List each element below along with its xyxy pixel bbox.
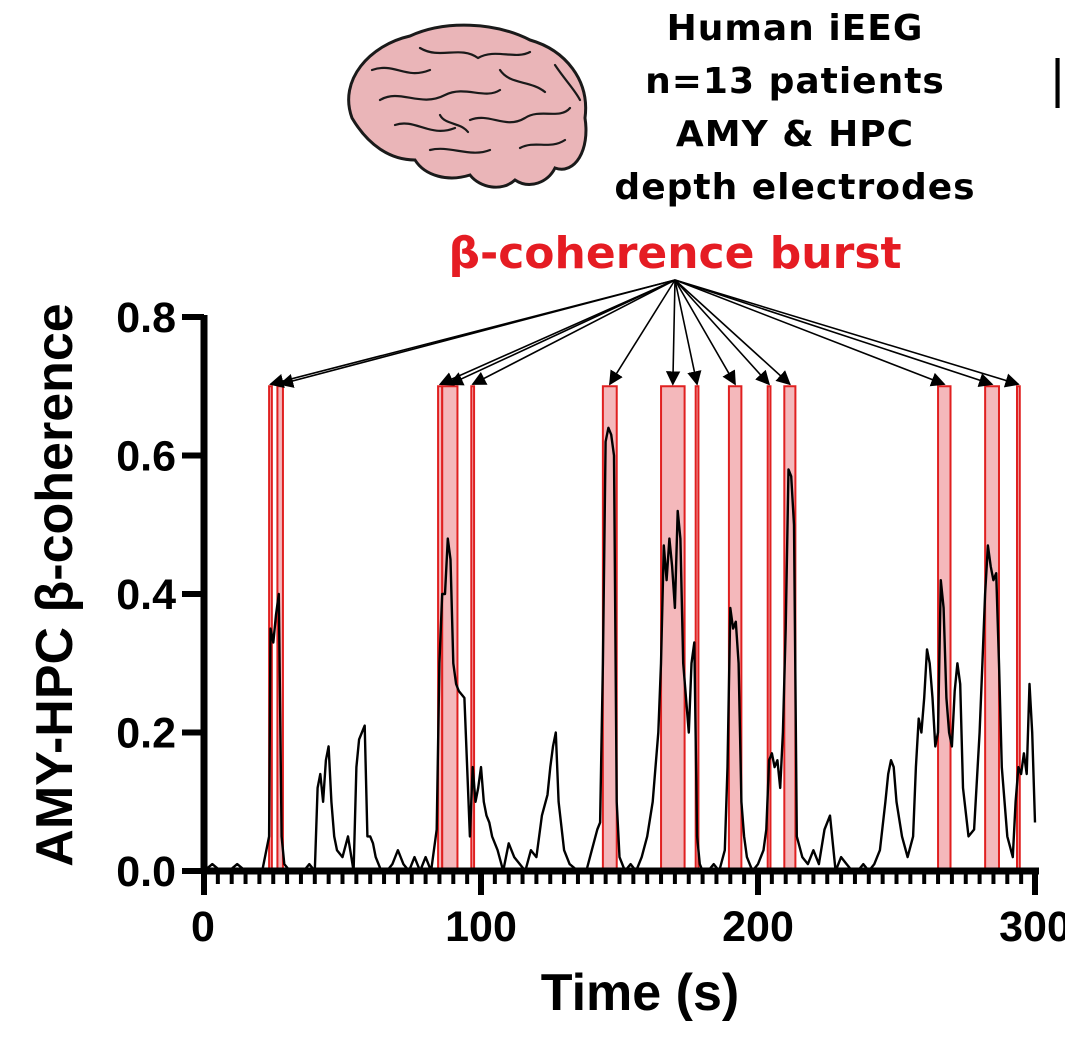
burst-arrow-5 [471, 279, 676, 385]
y-tick-label-1: 0.2 [116, 710, 176, 758]
header-line-2: n=13 patients [645, 61, 945, 102]
coherence-line [203, 426, 1037, 873]
burst-arrow-14 [674, 279, 1020, 388]
burst-region-14 [1015, 385, 1021, 872]
x-axis-title: Time (s) [541, 964, 739, 1022]
burst-region-7 [660, 385, 686, 872]
y-tick-label-0: 0.0 [116, 848, 176, 896]
y-tick-label-4: 0.8 [116, 294, 176, 342]
burst-arrow-8 [674, 279, 702, 386]
burst-title: β-coherence burst [448, 228, 901, 279]
header-line-4: depth electrodes [614, 167, 975, 208]
y-tick-label-3: 0.6 [116, 433, 176, 481]
x-tick-label-1: 100 [445, 903, 517, 951]
header-line-1: Human iEEG [667, 8, 924, 49]
y-axis-title: AMY-HPC β-coherence [26, 303, 84, 866]
burst-arrow-6 [609, 279, 676, 386]
burst-arrows [269, 279, 1020, 388]
side-mark: | [1049, 50, 1065, 108]
burst-regions [268, 385, 1021, 872]
burst-arrow-2 [278, 279, 676, 388]
axes: 0.0 0.2 0.4 0.6 0.8 0 100 200 300 [116, 294, 1065, 951]
x-tick-label-3: 300 [999, 903, 1065, 951]
y-tick-label-2: 0.4 [116, 571, 176, 619]
burst-arrow-9 [674, 279, 736, 386]
burst-arrow-4 [448, 279, 676, 386]
x-tick-label-2: 200 [722, 903, 794, 951]
burst-arrow-7 [665, 279, 681, 386]
coherence-series [203, 426, 1037, 873]
brain-icon [347, 23, 588, 189]
burst-arrow-12 [674, 279, 946, 387]
burst-arrow-13 [674, 279, 994, 388]
header-line-3: AMY & HPC [676, 114, 914, 155]
burst-arrow-11 [674, 279, 791, 386]
x-tick-label-0: 0 [191, 903, 215, 951]
burst-region-4 [441, 385, 459, 872]
burst-arrow-10 [674, 279, 771, 386]
